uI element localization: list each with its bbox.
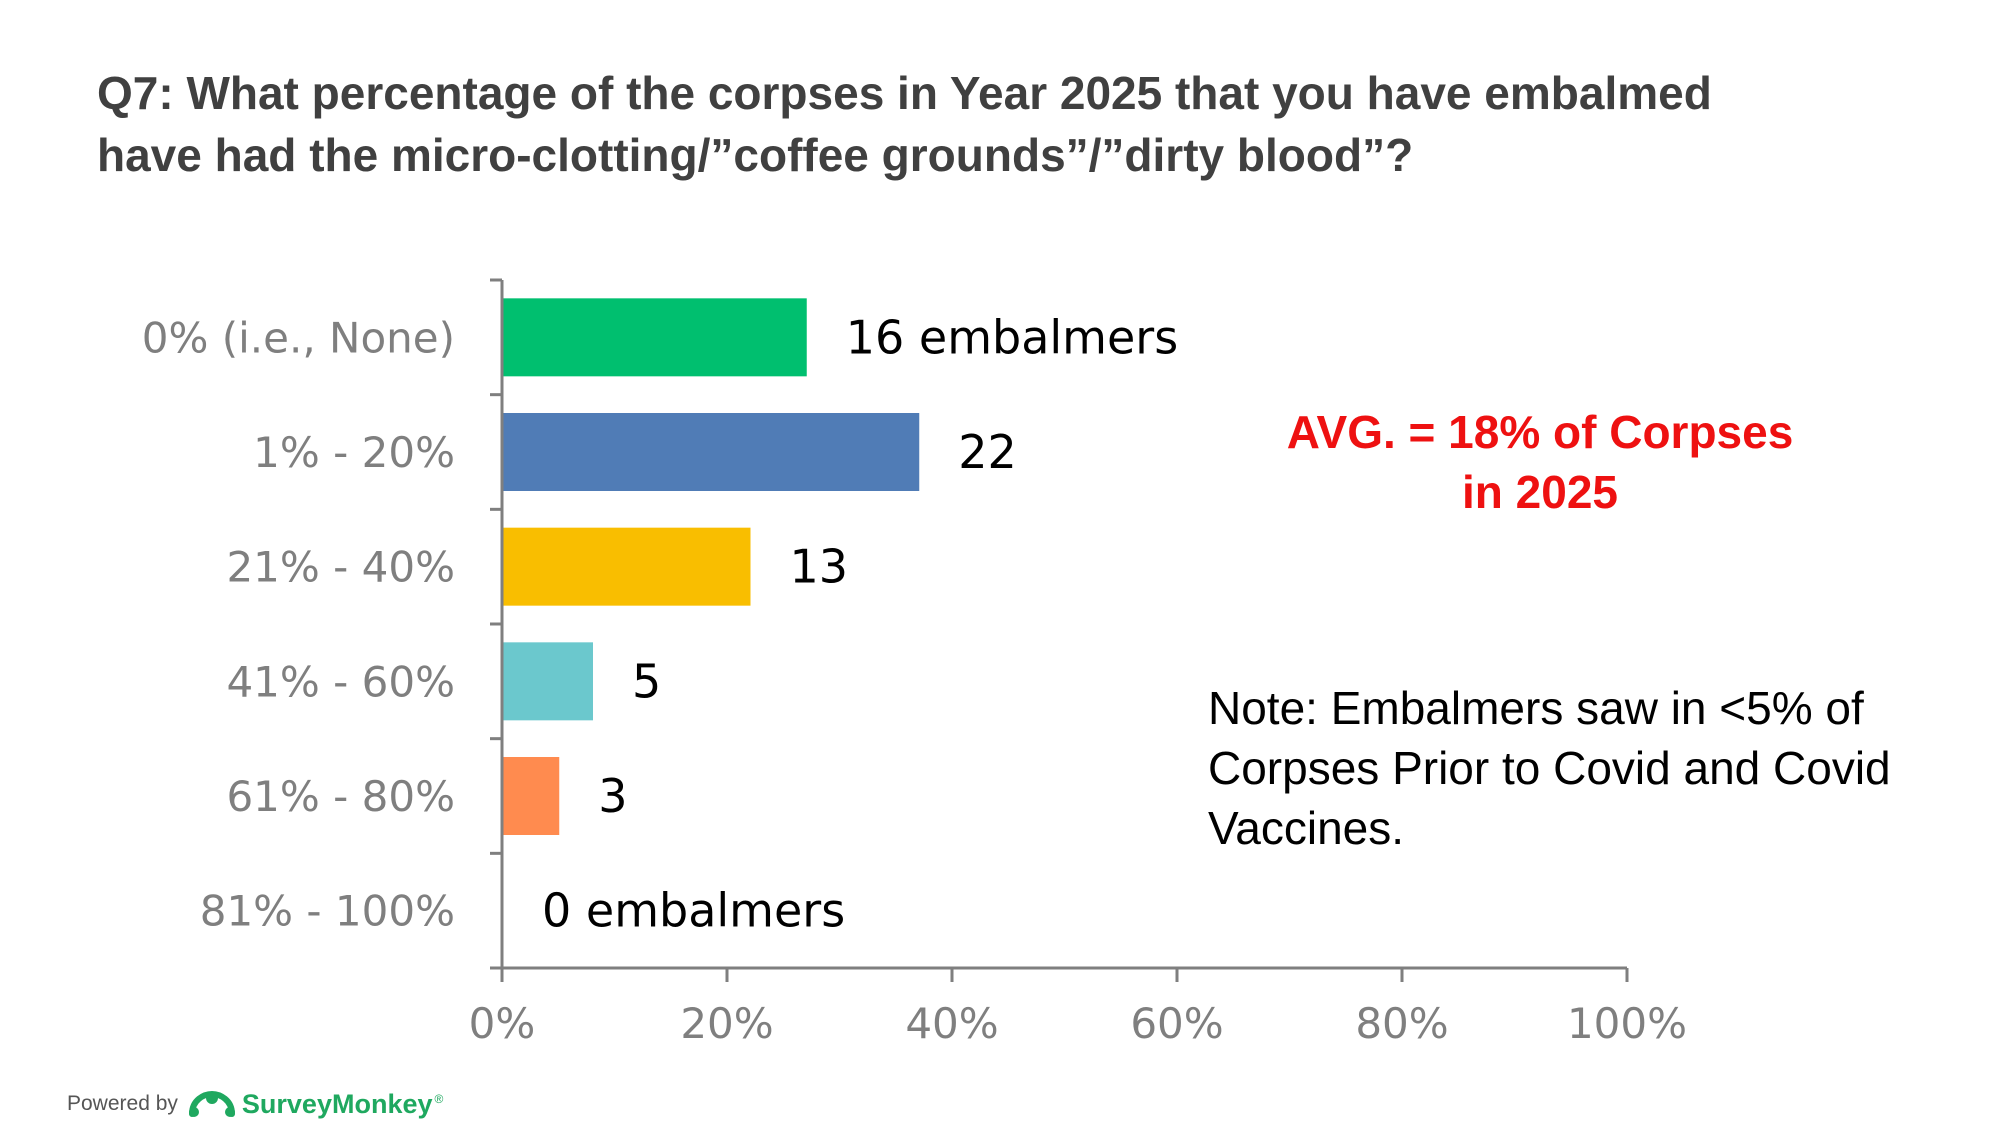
title-line-1: Q7: What percentage of the corpses in Ye… [97, 67, 1712, 119]
category-label: 61% - 80% [226, 772, 455, 821]
surveymonkey-logo-icon [188, 1090, 235, 1117]
powered-by-footer: Powered by SurveyMonkey ® [67, 1084, 443, 1124]
x-tick-label: 100% [1567, 999, 1687, 1048]
x-tick-label: 0% [469, 999, 536, 1048]
data-label: 3 [598, 769, 627, 823]
category-labels: 0% (i.e., None) 1% - 20% 21% - 40% 41% - 60… [142, 313, 455, 935]
note-annotation: Note: Embalmers saw in <5% of Corpses Pr… [1208, 682, 1891, 854]
bar [503, 642, 593, 721]
category-label: 81% - 100% [200, 887, 455, 936]
bars [503, 298, 920, 835]
surveymonkey-brand-text: SurveyMonkey [241, 1088, 433, 1119]
category-label: 21% - 40% [226, 543, 455, 592]
axes [490, 278, 1629, 982]
x-tick-label: 20% [680, 999, 773, 1048]
x-tick-label: 60% [1130, 999, 1223, 1048]
data-label: 16 embalmers [846, 310, 1178, 364]
title-line-2: have had the micro-clotting/”coffee grou… [97, 129, 1414, 181]
page-title: Q7: What percentage of the corpses in Ye… [97, 62, 1977, 186]
value-labels: 16 embalmers 22 13 5 3 0 embalmers [542, 310, 1178, 937]
category-label: 41% - 60% [226, 657, 455, 706]
data-label: 22 [958, 425, 1017, 479]
category-label: 0% (i.e., None) [142, 313, 455, 362]
powered-by-text: Powered by [67, 1092, 178, 1115]
x-tick-label: 80% [1355, 999, 1448, 1048]
data-label: 5 [632, 654, 661, 708]
x-tick-labels: 0% 20% 40% 60% 80% 100% [469, 999, 1687, 1048]
bar [503, 413, 920, 491]
bar [503, 298, 807, 377]
average-line-2: in 2025 [1462, 466, 1618, 518]
registered-mark: ® [434, 1092, 444, 1106]
average-annotation: AVG. = 18% of Corpses in 2025 [1200, 402, 1880, 522]
x-tick-label: 40% [905, 999, 998, 1048]
data-label: 0 embalmers [542, 884, 845, 938]
bar [503, 757, 560, 835]
category-label: 1% - 20% [253, 428, 455, 477]
bar [503, 527, 751, 606]
average-line-1: AVG. = 18% of Corpses [1286, 406, 1794, 458]
data-label: 13 [790, 540, 849, 594]
